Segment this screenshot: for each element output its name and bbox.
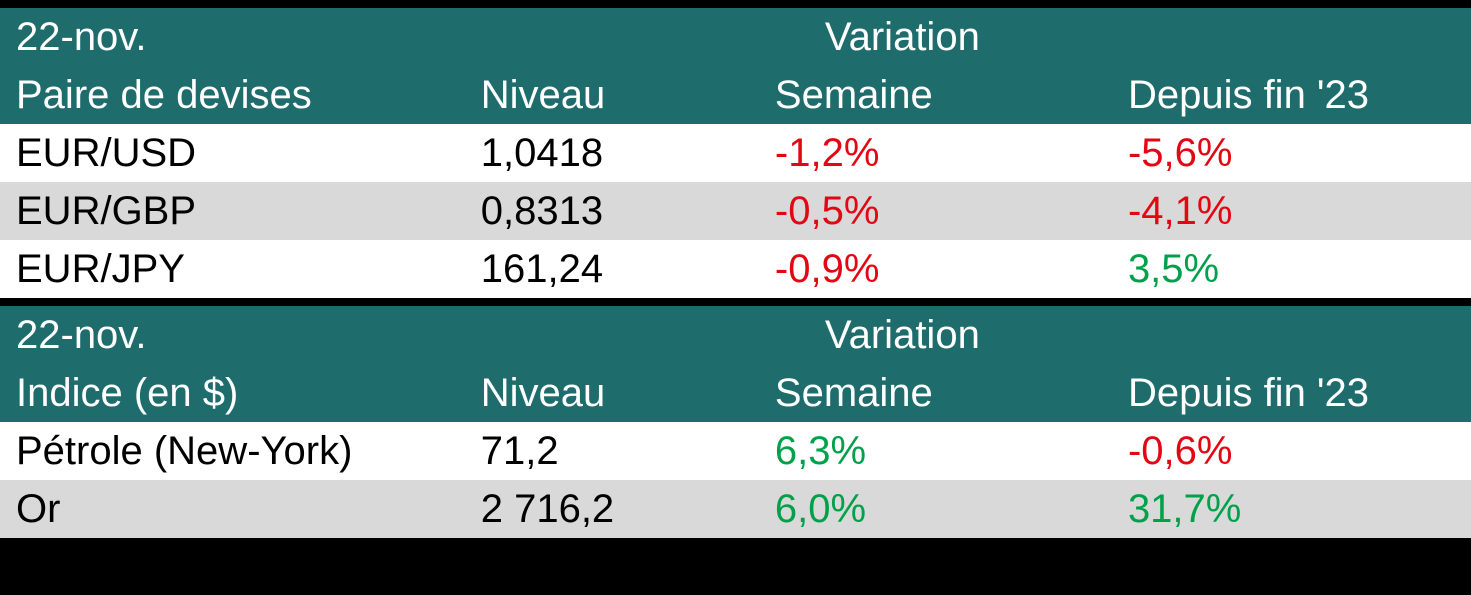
table-row: EUR/GBP0,8313-0,5%-4,1% <box>0 182 1471 240</box>
section1-variation-label: Variation <box>765 4 1471 66</box>
section2-date: 22-nov. <box>0 302 471 364</box>
section1-body: EUR/USD 1,0418-1,2%-5,6%EUR/GBP0,8313-0,… <box>0 124 1471 302</box>
section2-col-week: Semaine <box>765 364 1118 422</box>
row-name: EUR/GBP <box>0 182 471 240</box>
row-name: EUR/USD <box>0 124 471 182</box>
row-week: -1,2% <box>765 124 1118 182</box>
fx-commodities-table: 22-nov. Variation Paire de devises Nivea… <box>0 0 1471 546</box>
row-week: 6,0% <box>765 480 1118 542</box>
section2-col-ytd: Depuis fin '23 <box>1118 364 1471 422</box>
row-week: -0,5% <box>765 182 1118 240</box>
section1-col-ytd: Depuis fin '23 <box>1118 66 1471 124</box>
table-row: EUR/USD 1,0418-1,2%-5,6% <box>0 124 1471 182</box>
section2-header-row1: 22-nov. Variation <box>0 302 1471 364</box>
row-ytd: 31,7% <box>1118 480 1471 542</box>
section1-header-row1: 22-nov. Variation <box>0 4 1471 66</box>
section2-header-row2: Indice (en $) Niveau Semaine Depuis fin … <box>0 364 1471 422</box>
row-week: 6,3% <box>765 422 1118 480</box>
section1-blank <box>471 4 765 66</box>
row-level: 71,2 <box>471 422 765 480</box>
section1-col-week: Semaine <box>765 66 1118 124</box>
row-level: 2 716,2 <box>471 480 765 542</box>
row-name: Pétrole (New-York) <box>0 422 471 480</box>
section2-variation-label: Variation <box>765 302 1471 364</box>
row-ytd: 3,5% <box>1118 240 1471 302</box>
section2-blank <box>471 302 765 364</box>
section2-col-level: Niveau <box>471 364 765 422</box>
row-ytd: -5,6% <box>1118 124 1471 182</box>
row-ytd: -4,1% <box>1118 182 1471 240</box>
row-name: EUR/JPY <box>0 240 471 302</box>
section1-col-level: Niveau <box>471 66 765 124</box>
row-week: -0,9% <box>765 240 1118 302</box>
row-ytd: -0,6% <box>1118 422 1471 480</box>
section1-date: 22-nov. <box>0 4 471 66</box>
section1-col-name: Paire de devises <box>0 66 471 124</box>
section1-header-row2: Paire de devises Niveau Semaine Depuis f… <box>0 66 1471 124</box>
row-level: 1,0418 <box>471 124 765 182</box>
row-name: Or <box>0 480 471 542</box>
section2-col-name: Indice (en $) <box>0 364 471 422</box>
section2-body: Pétrole (New-York)71,26,3%-0,6%Or2 716,2… <box>0 422 1471 542</box>
table-row: EUR/JPY161,24-0,9%3,5% <box>0 240 1471 302</box>
row-level: 161,24 <box>471 240 765 302</box>
table-row: Or2 716,26,0%31,7% <box>0 480 1471 542</box>
row-level: 0,8313 <box>471 182 765 240</box>
table-row: Pétrole (New-York)71,26,3%-0,6% <box>0 422 1471 480</box>
